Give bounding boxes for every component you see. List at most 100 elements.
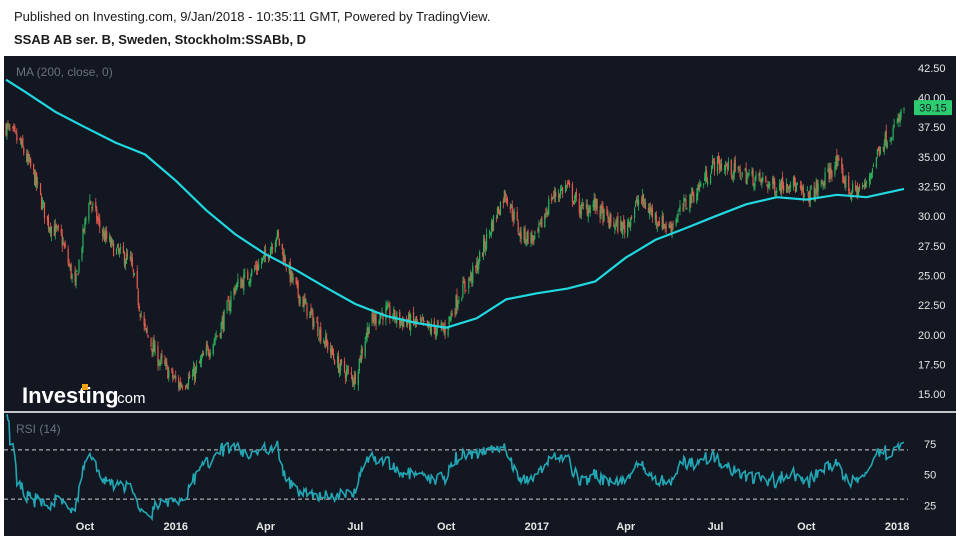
candle — [564, 180, 567, 194]
candle — [617, 212, 619, 235]
candle — [848, 172, 850, 196]
candle — [559, 185, 562, 199]
candle — [201, 350, 203, 359]
candle — [325, 330, 327, 349]
candle — [858, 187, 860, 197]
candle — [276, 229, 278, 240]
candle — [693, 191, 695, 204]
candle — [636, 195, 639, 207]
candle — [461, 296, 463, 302]
candle — [16, 128, 18, 144]
candle — [809, 185, 811, 208]
candle — [340, 358, 343, 366]
candle — [70, 262, 72, 280]
candle — [311, 307, 313, 316]
candle — [596, 198, 598, 215]
candle — [724, 160, 726, 177]
candle — [19, 137, 21, 141]
candle — [68, 258, 70, 268]
candle — [261, 257, 264, 264]
price-pane[interactable]: 42.5040.0037.5035.0032.5030.0027.5025.00… — [5, 63, 952, 408]
candle — [386, 302, 388, 311]
candle — [468, 277, 470, 294]
candle — [835, 155, 837, 171]
candle — [444, 319, 446, 339]
time-tick-label: Oct — [437, 521, 456, 533]
candle — [852, 180, 854, 194]
candle — [440, 319, 442, 332]
price-tick-label: 35.00 — [918, 152, 946, 164]
chart-canvas[interactable]: 42.5040.0037.5035.0032.5030.0027.5025.00… — [4, 56, 956, 536]
chart-frame[interactable]: 42.50 40.00 37.50 35.00 32.50 30.00 27.50 25.00… — [4, 56, 956, 536]
candle — [345, 364, 348, 382]
candle — [723, 164, 725, 175]
candle — [606, 205, 608, 216]
candle — [537, 227, 539, 234]
candle — [644, 198, 647, 210]
candle — [254, 264, 256, 273]
candle — [75, 268, 77, 289]
rsi-pane[interactable]: 75 50 25 RSI (14) — [4, 414, 936, 522]
candle — [815, 177, 817, 197]
candle — [792, 175, 795, 191]
candle — [559, 192, 561, 203]
candle — [423, 320, 426, 322]
candle — [6, 122, 8, 140]
candle — [628, 217, 630, 228]
candle — [50, 225, 52, 242]
candle — [330, 342, 332, 359]
candle — [685, 194, 687, 210]
candle — [635, 196, 638, 204]
candle — [178, 375, 180, 392]
candle — [421, 313, 424, 321]
candle — [793, 175, 796, 187]
candle — [251, 268, 253, 278]
candle — [122, 242, 125, 254]
candle — [836, 148, 838, 170]
candle — [235, 284, 237, 294]
candle — [780, 180, 782, 195]
candle — [327, 339, 329, 354]
candle — [57, 224, 59, 232]
rsi-indicator-label: RSI (14) — [16, 422, 61, 436]
candle — [77, 272, 79, 276]
candle — [451, 309, 453, 317]
candle — [574, 192, 576, 204]
ma-indicator-label: MA (200, close, 0) — [16, 65, 113, 79]
candle — [642, 193, 645, 208]
candle — [571, 181, 574, 207]
candle — [560, 184, 563, 192]
candle — [8, 123, 10, 131]
candle — [214, 333, 216, 346]
candle — [109, 232, 111, 243]
candle — [675, 217, 677, 227]
candle — [213, 337, 215, 347]
candle — [786, 183, 789, 193]
candle — [99, 214, 101, 234]
candle — [28, 151, 30, 166]
candle — [696, 187, 698, 205]
candle — [316, 317, 318, 324]
candle — [622, 222, 624, 239]
candle — [845, 175, 847, 191]
candle — [463, 276, 465, 284]
candle — [842, 164, 844, 184]
candle — [490, 218, 493, 238]
candle — [164, 355, 166, 367]
candle — [54, 218, 56, 240]
candle — [192, 361, 195, 376]
candle — [227, 295, 229, 302]
candle — [212, 343, 214, 357]
candle — [60, 224, 62, 237]
candle — [158, 359, 160, 367]
price-tick-label: 25.00 — [918, 271, 946, 283]
candle — [709, 173, 712, 185]
candle — [738, 166, 740, 171]
candle — [683, 194, 685, 212]
candle — [132, 268, 134, 278]
candle — [236, 282, 238, 291]
candle — [883, 139, 885, 155]
candle — [43, 202, 46, 224]
candle — [869, 172, 872, 185]
candle — [544, 212, 546, 228]
